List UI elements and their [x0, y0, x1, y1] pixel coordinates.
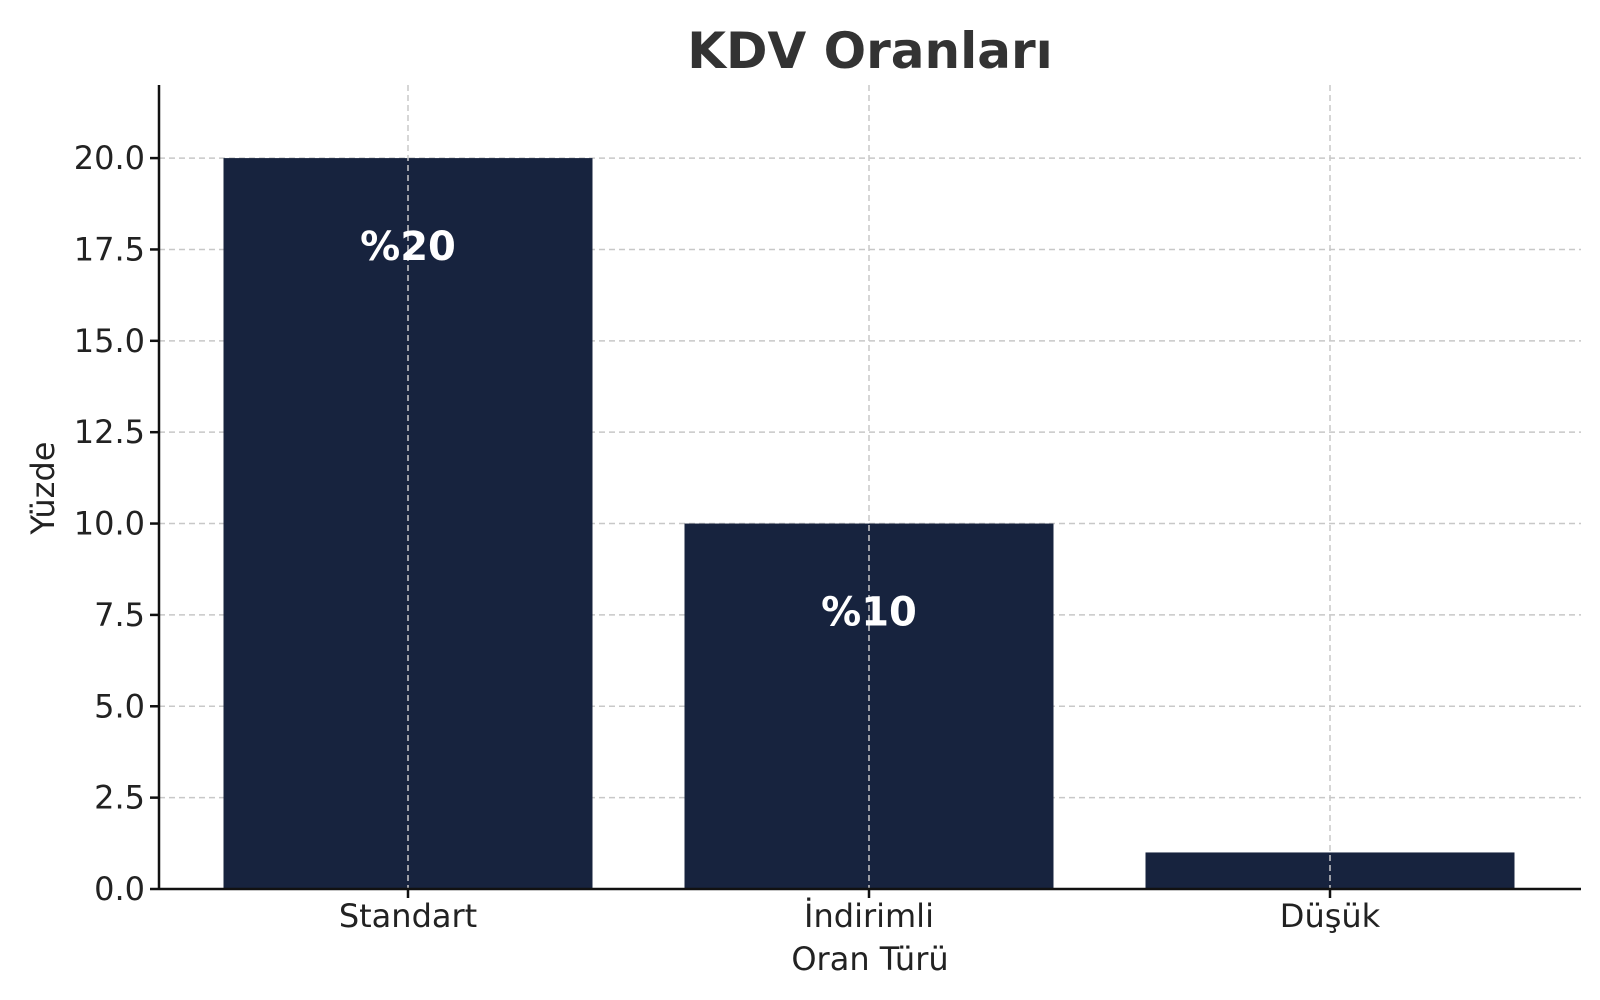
y-tick-label: 2.5 — [94, 779, 145, 817]
x-tick-label: Düşük — [1280, 897, 1381, 935]
bar-value-label: %20 — [360, 224, 456, 270]
x-axis-label: Oran Türü — [791, 940, 948, 978]
axes — [150, 85, 1581, 898]
y-tick-label: 17.5 — [74, 230, 145, 268]
bars — [223, 158, 1515, 889]
y-tick-label: 0.0 — [94, 870, 145, 908]
data-labels: %20 %10 — [360, 224, 917, 635]
x-tick-label: Standart — [339, 897, 477, 935]
y-tick-label: 15.0 — [74, 322, 145, 360]
tick-labels: 0.0 2.5 5.0 7.5 10.0 12.5 15.0 17.5 20.0 Standart… — [74, 139, 1381, 935]
y-tick-label: 5.0 — [94, 687, 145, 725]
x-tick-label: İndirimli — [804, 897, 934, 935]
bar-value-label: %10 — [821, 590, 917, 636]
y-tick-label: 7.5 — [94, 596, 145, 634]
y-tick-label: 20.0 — [74, 139, 145, 177]
y-axis-label: Yüzde — [24, 442, 62, 536]
y-tick-label: 12.5 — [74, 413, 145, 451]
y-tick-label: 10.0 — [74, 505, 145, 543]
chart-title: KDV Oranları — [687, 22, 1053, 80]
